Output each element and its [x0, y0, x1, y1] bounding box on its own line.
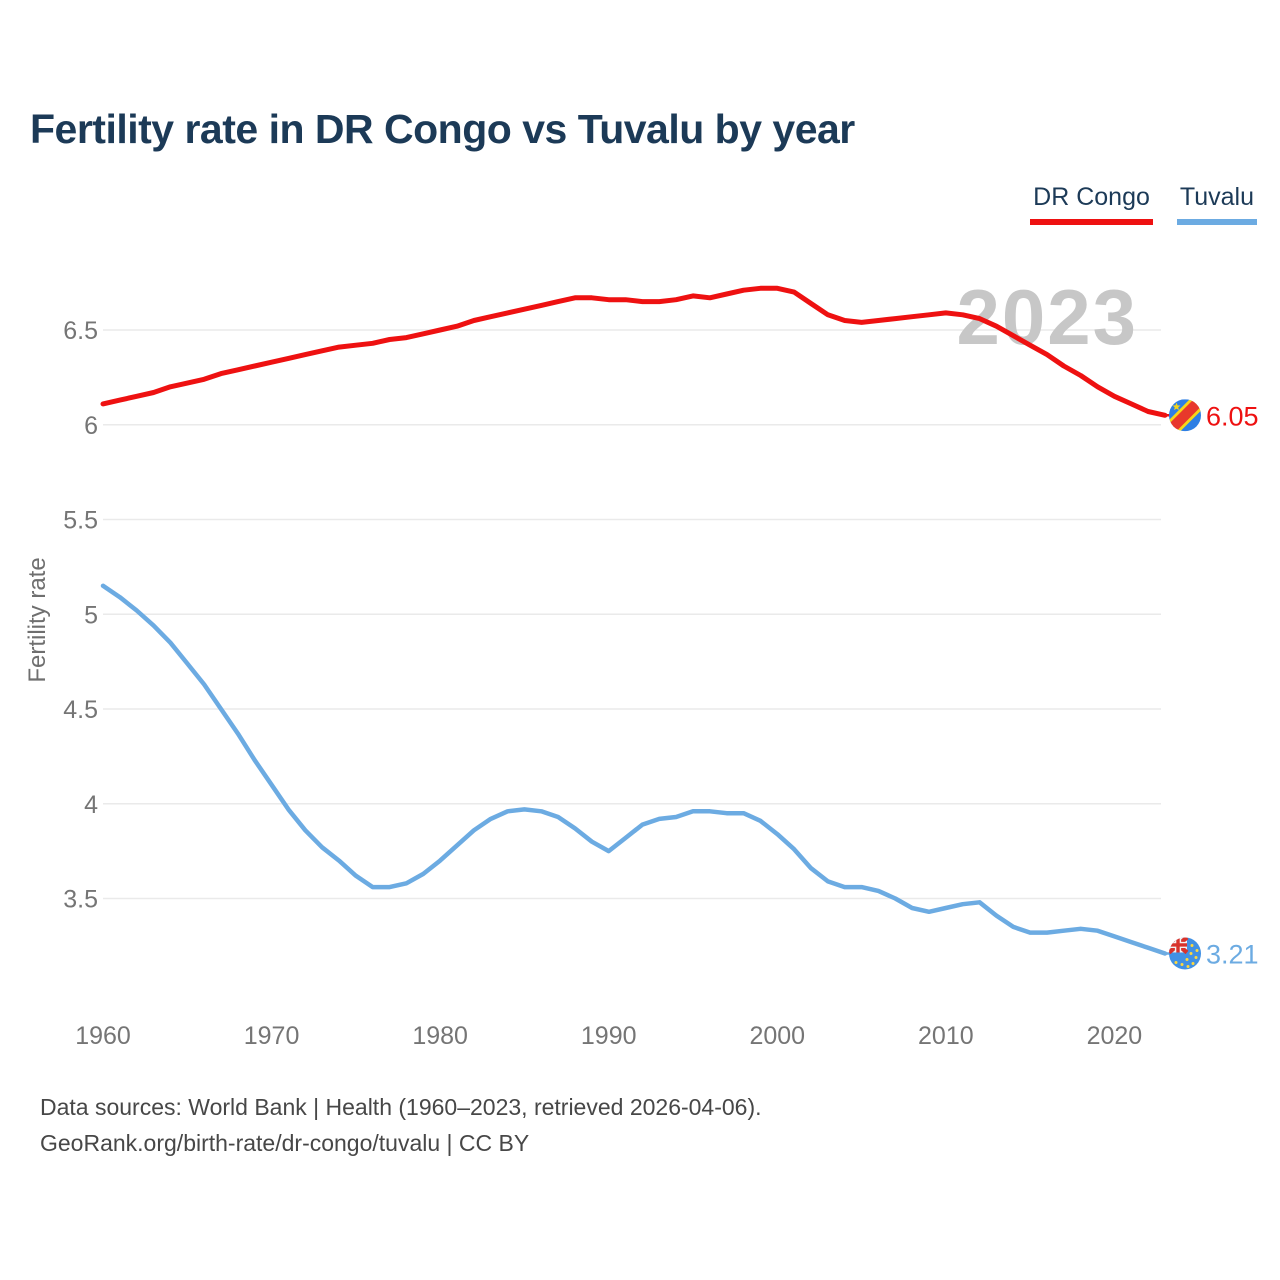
legend-item-dr-congo[interactable]: DR Congo [1030, 183, 1153, 225]
y-tick-label: 4 [84, 791, 98, 819]
legend-item-tuvalu[interactable]: Tuvalu [1176, 183, 1257, 225]
x-tick-label: 1970 [244, 1022, 300, 1050]
y-tick-label: 6.5 [63, 317, 98, 345]
page-title: Fertility rate in DR Congo vs Tuvalu by … [30, 106, 855, 152]
x-tick-label: 1960 [75, 1022, 131, 1050]
footer: Data sources: World Bank | Health (1960–… [40, 1089, 762, 1161]
watermark-year: 2023 [956, 273, 1138, 361]
series-line-tuvalu [100, 583, 1168, 956]
end-value-label-dr-congo: 6.05 [1206, 401, 1259, 431]
footer-attribution-line: GeoRank.org/birth-rate/dr-congo/tuvalu |… [40, 1130, 530, 1156]
x-tick-label: 2010 [918, 1022, 974, 1050]
tuvalu-flag-icon [1169, 937, 1201, 970]
y-tick-label: 5.5 [63, 507, 98, 535]
y-tick-label: 4.5 [63, 696, 98, 724]
end-value-label-tuvalu: 3.21 [1206, 939, 1259, 969]
legend: DR Congo Tuvalu [1030, 183, 1257, 225]
y-tick-label: 6 [84, 412, 98, 440]
y-tick-label: 3.5 [63, 886, 98, 914]
y-tick-label: 5 [84, 601, 98, 629]
x-tick-label: 2000 [749, 1022, 805, 1050]
series-line-dr-congo [100, 285, 1168, 418]
x-tick-label: 2020 [1087, 1022, 1143, 1050]
x-tick-label: 1990 [581, 1022, 637, 1050]
y-axis-title: Fertility rate [24, 557, 51, 682]
x-tick-label: 1980 [412, 1022, 468, 1050]
footer-sources-line: Data sources: World Bank | Health (1960–… [40, 1094, 762, 1120]
